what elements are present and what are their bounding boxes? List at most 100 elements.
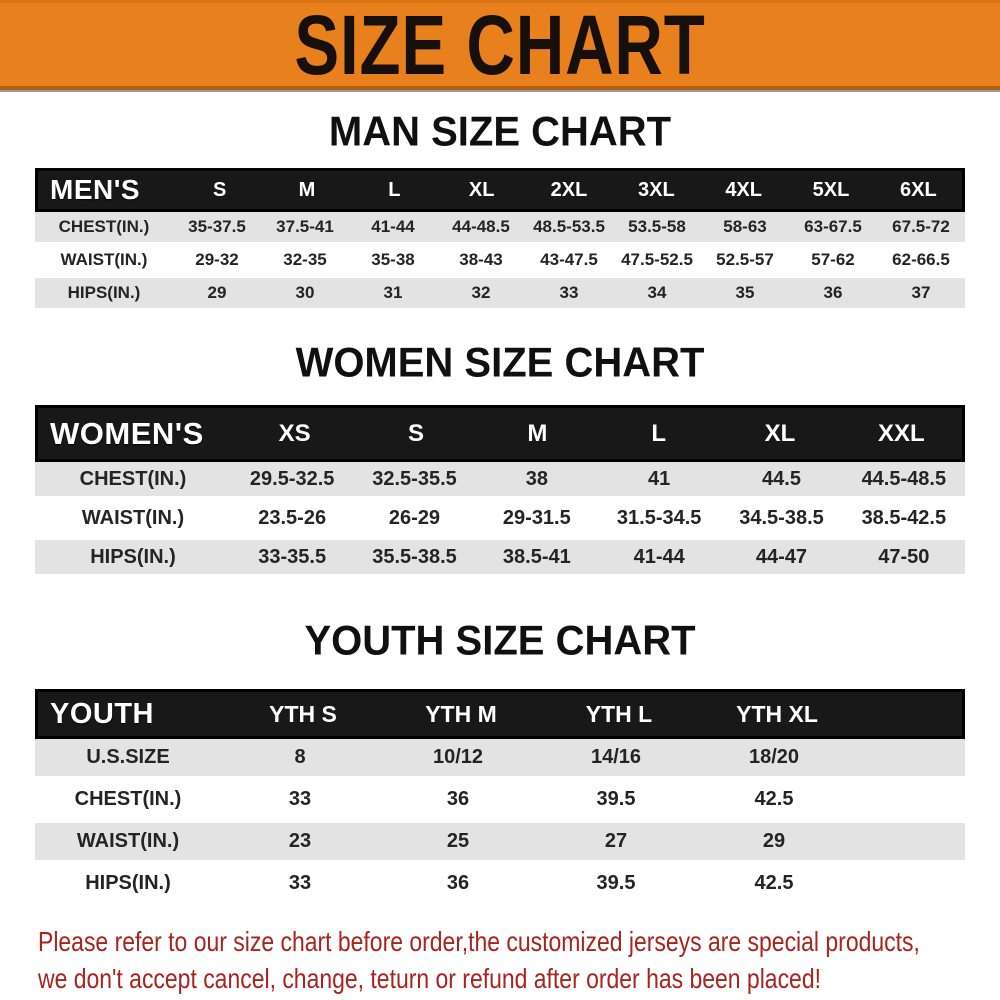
men-table-row: WAIST(IN.) 29-32 32-35 35-38 38-43 43-47.5 47.… [35,245,965,278]
men-cell-value: 29 [207,283,227,302]
women-table-row: CHEST(IN.) 29.5-32.5 32.5-35.5 38 41 44.5 44.5… [35,462,965,501]
youth-column-header: YTH XL [736,700,818,727]
men-cell-value: 34 [647,283,667,302]
youth-size-table: YOUTH YTH S YTH M YTH L YTH XL U.S.SIZE 8 10/12… [35,689,965,907]
youth-cell-value: 42.5 [754,872,794,894]
youth-cell-value: 33 [288,788,312,810]
women-table-header-row: WOMEN'S XS S M L XL XXL [35,405,965,462]
men-cell-value: 63-67.5 [804,217,862,236]
women-cell-value: 26-29 [388,506,441,529]
women-column-header: M [527,419,548,447]
women-cell-value: 44.5 [762,467,801,490]
men-column-header: 4XL [725,178,762,201]
men-cell-value: 62-66.5 [892,250,950,269]
youth-table-row: HIPS(IN.) 33 36 39.5 42.5 [35,865,965,907]
men-column-header: XL [468,178,495,201]
footer-line-2: we don't accept cancel, change, teturn o… [38,963,821,994]
youth-column-header: YTH M [425,700,497,727]
women-cell-value: 47-50 [878,545,930,568]
footer-line-1: Please refer to our size chart before or… [38,926,920,957]
women-cell-value: 35.5-38.5 [372,545,457,568]
men-cell-value: 36 [823,283,843,302]
men-column-header: 2XL [550,178,588,201]
youth-cell-value: 39.5 [596,788,636,810]
men-cell-value: 31 [383,283,403,302]
youth-cell-value: 29 [762,830,786,852]
men-table-header-row: MEN'S S M L XL 2XL 3XL 4XL 5XL 6XL [35,168,965,212]
youth-table-header-row: YOUTH YTH S YTH M YTH L YTH XL [35,689,965,739]
women-cell-value: 29-31.5 [502,506,571,529]
women-column-header: S [407,419,424,447]
women-table-row: HIPS(IN.) 33-35.5 35.5-38.5 38.5-41 41-44 44-… [35,540,965,579]
women-header-label: WOMEN'S [50,415,204,451]
women-cell-value: 29.5-32.5 [249,467,335,490]
men-header-label: MEN'S [50,174,141,205]
youth-cell-value: 27 [604,830,628,852]
women-cell-value: 44.5-48.5 [861,467,947,490]
women-cell-value: 38.5-42.5 [861,506,947,529]
women-column-header: XXL [877,419,925,447]
banner: SIZE CHART [0,0,1000,90]
men-cell-value: 58-63 [723,217,767,236]
youth-cell-value: 18/20 [748,746,800,768]
youth-row-label: CHEST(IN.) [74,788,182,810]
men-cell-value: 67.5-72 [892,217,950,236]
youth-column-header: YTH S [269,700,337,727]
women-cell-value: 31.5-34.5 [616,506,702,529]
men-column-header: 5XL [812,178,850,201]
men-cell-value: 29-32 [195,250,239,269]
women-cell-value: 34.5-38.5 [739,506,824,529]
youth-cell-value: 36 [446,872,470,894]
youth-table-row: CHEST(IN.) 33 36 39.5 42.5 [35,781,965,823]
men-cell-value: 47.5-52.5 [621,250,693,269]
youth-row-label: WAIST(IN.) [76,830,180,852]
women-cell-value: 38 [525,467,548,490]
men-cell-value: 52.5-57 [716,250,774,269]
youth-cell-value: 8 [294,746,306,768]
youth-table-row: WAIST(IN.) 23 25 27 29 [35,823,965,865]
men-cell-value: 48.5-53.5 [533,217,605,236]
women-cell-value: 41 [648,467,671,490]
women-column-header: L [651,419,666,447]
women-size-table: WOMEN'S XS S M L XL XXL CHEST(IN.) 29.5-32.5 32.5… [35,405,965,579]
men-cell-value: 41-44 [371,217,415,236]
men-cell-value: 38-43 [459,250,503,269]
men-column-header: M [298,178,316,201]
men-table-row: HIPS(IN.) 29 30 31 32 33 34 35 36 37 [35,278,965,311]
women-row-label: CHEST(IN.) [79,467,187,490]
women-table-row: WAIST(IN.) 23.5-26 26-29 29-31.5 31.5-34.5 34… [35,501,965,540]
youth-table-row: U.S.SIZE 8 10/12 14/16 18/20 [35,739,965,781]
youth-cell-value: 33 [288,872,312,894]
youth-cell-value: 42.5 [754,788,794,810]
men-table-row: CHEST(IN.) 35-37.5 37.5-41 41-44 44-48.5 48.5… [35,212,965,245]
youth-cell-value: 10/12 [432,746,484,768]
youth-section-heading: YOUTH SIZE CHART [304,618,696,664]
women-row-label: HIPS(IN.) [90,545,176,568]
men-row-label: WAIST(IN.) [60,250,148,269]
youth-row-label: U.S.SIZE [86,746,170,768]
men-column-header: S [212,178,227,201]
men-column-header: 3XL [637,178,675,201]
men-cell-value: 32 [471,283,491,302]
men-cell-value: 44-48.5 [452,217,510,236]
men-cell-value: 35 [735,283,755,302]
men-cell-value: 43-47.5 [540,250,598,269]
men-cell-value: 53.5-58 [628,217,686,236]
men-cell-value: 32-35 [283,250,327,269]
men-cell-value: 37.5-41 [276,217,334,236]
youth-column-header: YTH L [585,700,653,727]
men-cell-value: 35-38 [371,250,415,269]
footer-note: Please refer to our size chart before or… [0,923,1000,997]
men-cell-value: 33 [559,283,579,302]
women-section-heading: WOMEN SIZE CHART [295,340,705,386]
women-column-header: XS [278,419,311,447]
men-cell-value: 37 [911,283,931,302]
men-column-header: L [388,178,401,201]
women-cell-value: 38.5-41 [502,545,571,568]
youth-cell-value: 25 [446,830,470,852]
youth-row-label: HIPS(IN.) [85,872,171,894]
men-row-label: CHEST(IN.) [58,217,150,236]
youth-cell-value: 14/16 [590,746,642,768]
men-size-table: MEN'S S M L XL 2XL 3XL 4XL 5XL 6XL CHEST(IN.) 35-37… [35,168,965,311]
youth-cell-value: 36 [446,788,470,810]
